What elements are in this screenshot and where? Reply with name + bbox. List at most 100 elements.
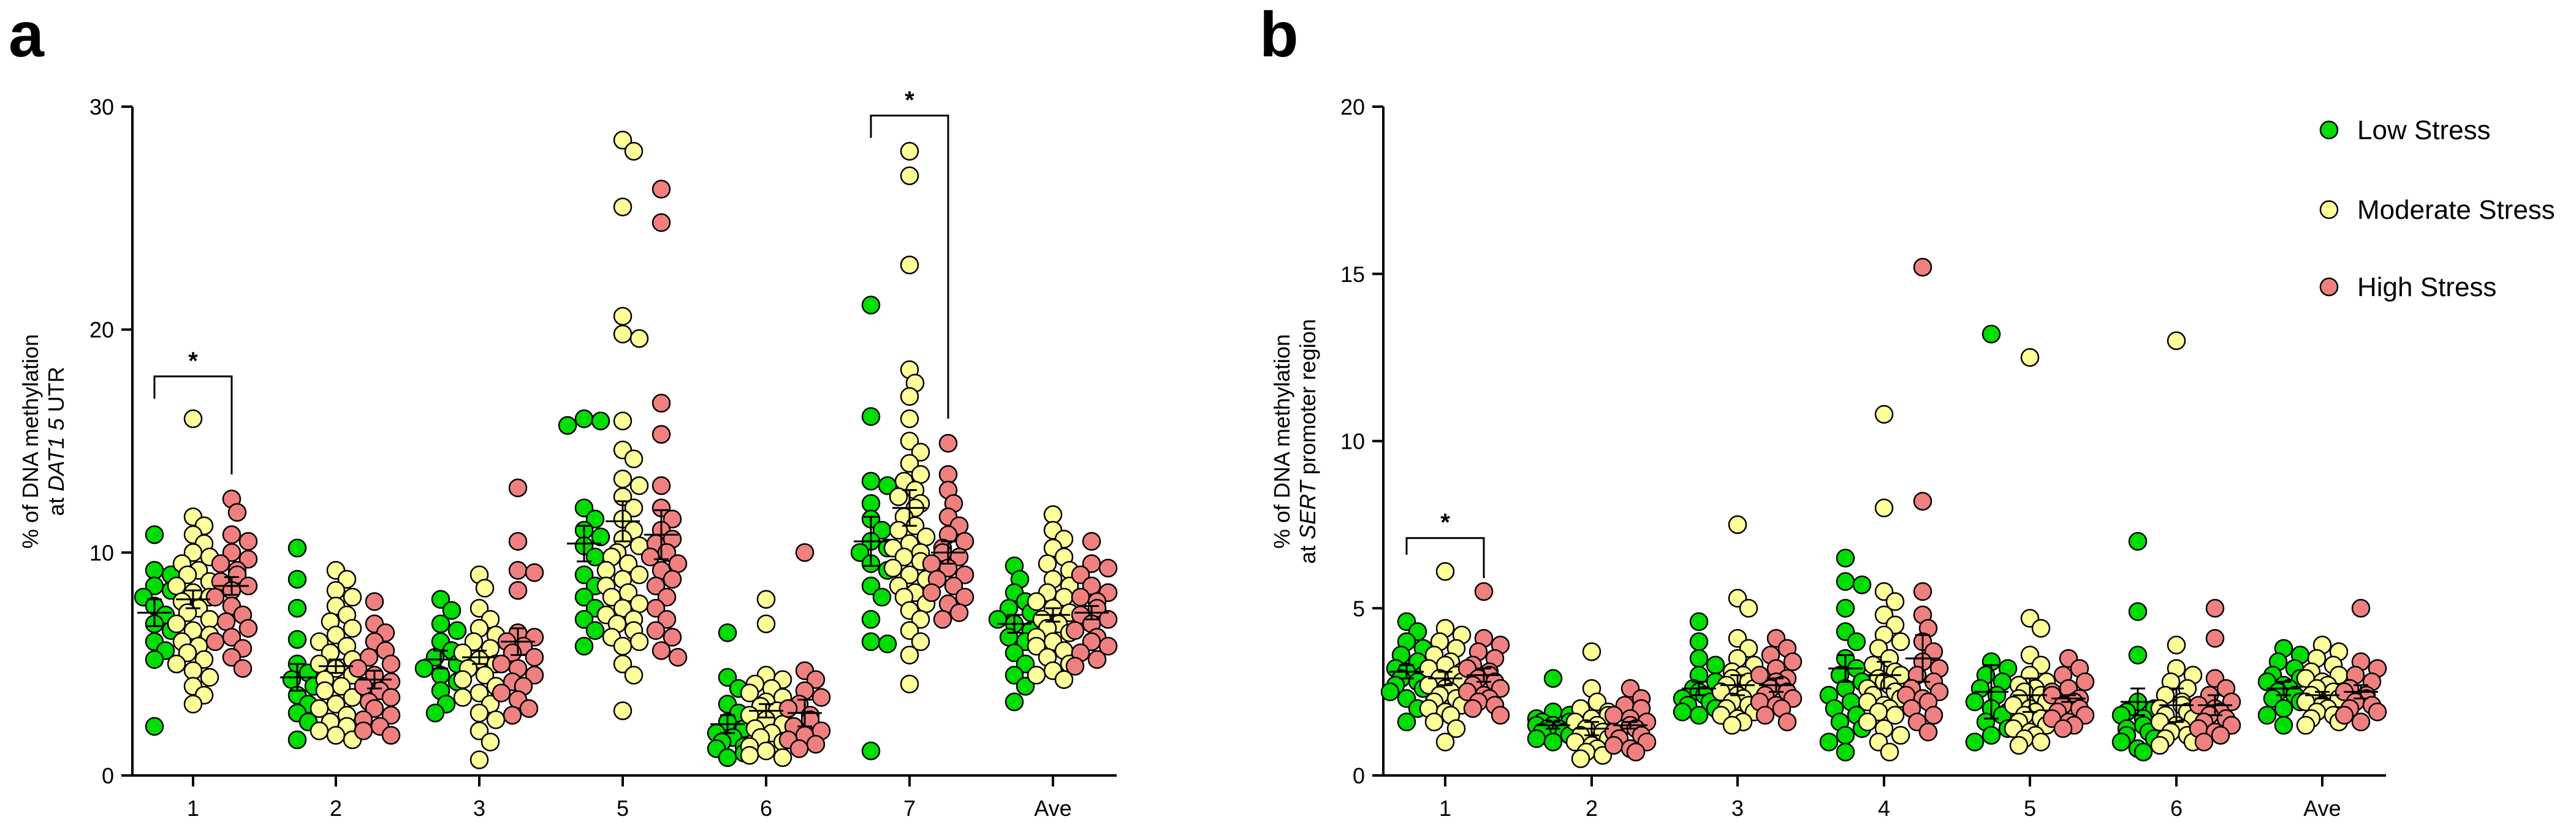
data-point [613,470,633,489]
data-point [145,525,164,544]
data-point [756,590,776,609]
data-point [1750,666,1769,685]
data-point [1098,558,1118,578]
data-point [442,601,462,620]
data-point [326,726,346,745]
data-point [1891,632,1910,652]
data-point [646,576,666,596]
data-point [1965,692,1985,712]
data-point [167,614,186,633]
data-point [668,554,688,573]
data-point [718,668,737,687]
data-point [205,587,225,607]
data-point [1435,733,1455,752]
data-point [613,636,633,656]
data-point [233,659,253,678]
data-point [900,255,919,275]
data-point [574,636,594,656]
data-point [2150,736,2170,755]
data-point [949,603,969,622]
data-point [492,683,511,702]
data-point [1054,670,1074,689]
x-tick-label: 1 [187,796,199,821]
data-point [1722,715,1742,735]
x-tick-label: 3 [1731,796,1744,821]
y-tick-label: 0 [1353,763,1365,788]
data-point [1836,726,1855,745]
data-point [1543,669,1563,688]
data-point [287,569,307,589]
data-point [558,416,577,435]
data-point [861,576,881,596]
data-point [629,594,649,614]
data-point [740,746,759,765]
data-point [381,688,401,707]
data-point [1527,729,1546,748]
significance-bracket [870,115,949,419]
data-point [900,432,919,451]
data-point [2211,726,2230,745]
y-tick-label: 20 [89,318,114,343]
data-point [183,695,203,714]
data-point [1836,599,1855,618]
data-point [1582,642,1601,661]
legend: Low Stress Moderate Stress High Stress [2319,115,2555,302]
data-point [1435,562,1455,581]
panel-a-points [134,131,1118,769]
x-tick-label: 1 [1439,796,1451,821]
data-point [1027,666,1046,685]
data-point [718,748,737,767]
data-point [663,628,682,647]
significance-bracket [1405,537,1485,579]
data-point [1783,652,1803,671]
legend-item-moderate-stress: Moderate Stress [2319,195,2555,225]
data-point [955,531,975,551]
x-tick-label: Ave [2303,796,2341,821]
data-point [613,131,633,150]
panel-a: a % of DNA methylation at DAT1 5 UTR 0 10… [9,0,1118,821]
data-point [216,612,236,631]
x-tick-label: 2 [1586,796,1598,821]
data-point [591,411,610,431]
significance-star: * [188,348,198,375]
data-point [337,569,357,589]
panel-b-axes: 0 5 10 15 20 1 2 3 4 5 6 Ave [1340,94,2386,821]
data-point [1913,582,1932,601]
data-point [167,654,186,674]
data-point [602,587,621,607]
data-point [1016,677,1035,696]
data-point [900,142,919,161]
data-point [1082,531,1101,551]
data-point [365,699,384,718]
data-point [183,409,203,428]
data-point [900,387,919,406]
significance-star: * [1440,509,1450,536]
data-point [756,614,776,633]
data-point [2335,706,2354,725]
data-point [200,668,219,687]
data-point [646,599,666,618]
data-point [1463,699,1483,718]
data-point [145,650,164,669]
data-point [806,670,826,689]
data-point [2167,636,2186,655]
data-point [2020,348,2040,367]
data-point [227,503,247,522]
data-point [1880,742,1899,762]
data-point [1626,742,1646,762]
data-point [1065,621,1085,640]
data-point [911,443,930,462]
data-point [624,498,644,517]
data-point [359,648,379,667]
data-point [211,554,230,573]
data-point [2351,599,2371,618]
data-point [663,569,682,589]
data-point [503,706,522,725]
data-point [1913,257,1932,277]
data-point [1397,712,1416,731]
data-point [574,565,594,584]
data-point [310,632,329,652]
data-point [988,610,1008,629]
data-point [310,721,329,741]
data-point [2031,733,2051,752]
